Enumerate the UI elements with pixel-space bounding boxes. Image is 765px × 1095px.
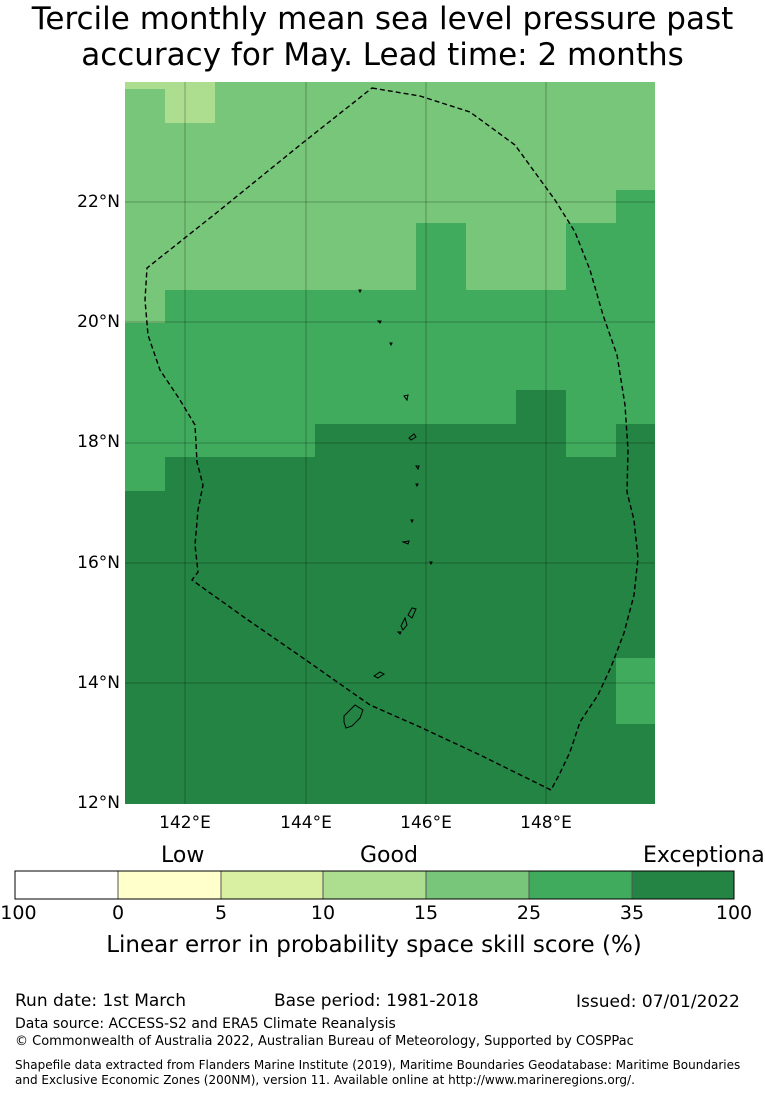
skill-grid	[125, 82, 655, 804]
legend-category-exceptional: Exceptional	[643, 843, 765, 868]
colorbar-label: Linear error in probability space skill …	[106, 932, 642, 958]
colorbar-tick-label: 15	[413, 902, 439, 924]
farallon-island	[358, 289, 362, 294]
lon-tick-label: 146°E	[400, 813, 452, 833]
colorbar-tick-label: 10	[310, 902, 336, 924]
lon-tick-label: 142°E	[159, 813, 211, 833]
grid-cell	[125, 290, 655, 424]
colorbar-tick-label: 5	[214, 902, 228, 924]
colorbar	[14, 870, 735, 900]
guguan-island	[415, 483, 419, 488]
legend-category-good: Good	[360, 843, 418, 868]
colorbar-segment	[632, 871, 734, 899]
anatahan-island	[401, 540, 410, 545]
pagan-island	[408, 433, 417, 441]
lat-tick-label: 20°N	[77, 312, 120, 332]
colorbar-tick-label: 35	[619, 902, 645, 924]
lat-tick-label: 18°N	[77, 432, 120, 452]
guam-island	[343, 704, 364, 729]
agrihan-island	[403, 394, 409, 402]
grid-cell	[566, 424, 616, 457]
rota-island	[373, 671, 385, 679]
islands	[343, 289, 433, 729]
tinian-island	[400, 616, 408, 631]
colorbar-tick-label: -100	[0, 902, 37, 924]
medinilla-island	[396, 631, 402, 635]
saipan-island	[407, 607, 417, 619]
colorbar-segment	[221, 871, 323, 899]
copyright: © Commonwealth of Australia 2022, Austra…	[15, 1034, 634, 1049]
shapefile-credit-line-1: Shapefile data extracted from Flanders M…	[15, 1058, 741, 1072]
map-title-line-2: accuracy for May. Lead time: 2 months	[81, 37, 684, 73]
colorbar-tick-label: 100	[715, 902, 753, 924]
lat-tick-label: 16°N	[77, 553, 120, 573]
colorbar-segment	[529, 871, 632, 899]
map-title-line-1: Tercile monthly mean sea level pressure …	[31, 1, 734, 37]
colorbar-tick-label: 0	[111, 902, 125, 924]
lon-tick-label: 144°E	[280, 813, 332, 833]
grid-cell	[566, 223, 616, 290]
grid-cell	[125, 424, 315, 457]
islet	[429, 561, 433, 566]
issued-date: Issued: 07/01/2022	[576, 992, 740, 1012]
grid-cell	[616, 658, 655, 724]
map-gridlines	[125, 82, 655, 804]
grid-cell	[516, 390, 566, 424]
asuncion-island	[389, 342, 393, 347]
lat-tick-label: 22°N	[77, 192, 120, 212]
lat-tick-label: 12°N	[77, 793, 120, 813]
legend-category-low: Low	[161, 843, 205, 868]
grid-cell	[416, 223, 466, 290]
shapefile-credit-line-2: and Exclusive Economic Zones (200NM), ve…	[15, 1073, 635, 1087]
lon-tick-label: 148°E	[520, 813, 572, 833]
run-date: Run date: 1st March	[15, 991, 187, 1011]
colorbar-segment	[426, 871, 529, 899]
eez-boundary	[144, 87, 639, 791]
grid-cell	[125, 82, 165, 89]
alamagan-island	[415, 465, 420, 471]
colorbar-segment	[323, 871, 426, 899]
colorbar-segment	[15, 871, 118, 899]
maug-island	[376, 320, 382, 324]
grid-cell	[125, 457, 165, 491]
colorbar-tick-label: 25	[516, 902, 542, 924]
grid-cell	[616, 190, 655, 290]
grid-cell	[165, 82, 215, 123]
sarigan-island	[410, 519, 414, 524]
colorbar-segment	[118, 871, 221, 899]
data-source: Data source: ACCESS-S2 and ERA5 Climate …	[15, 1016, 396, 1032]
base-period: Base period: 1981-2018	[274, 991, 479, 1011]
lat-tick-label: 14°N	[77, 673, 120, 693]
